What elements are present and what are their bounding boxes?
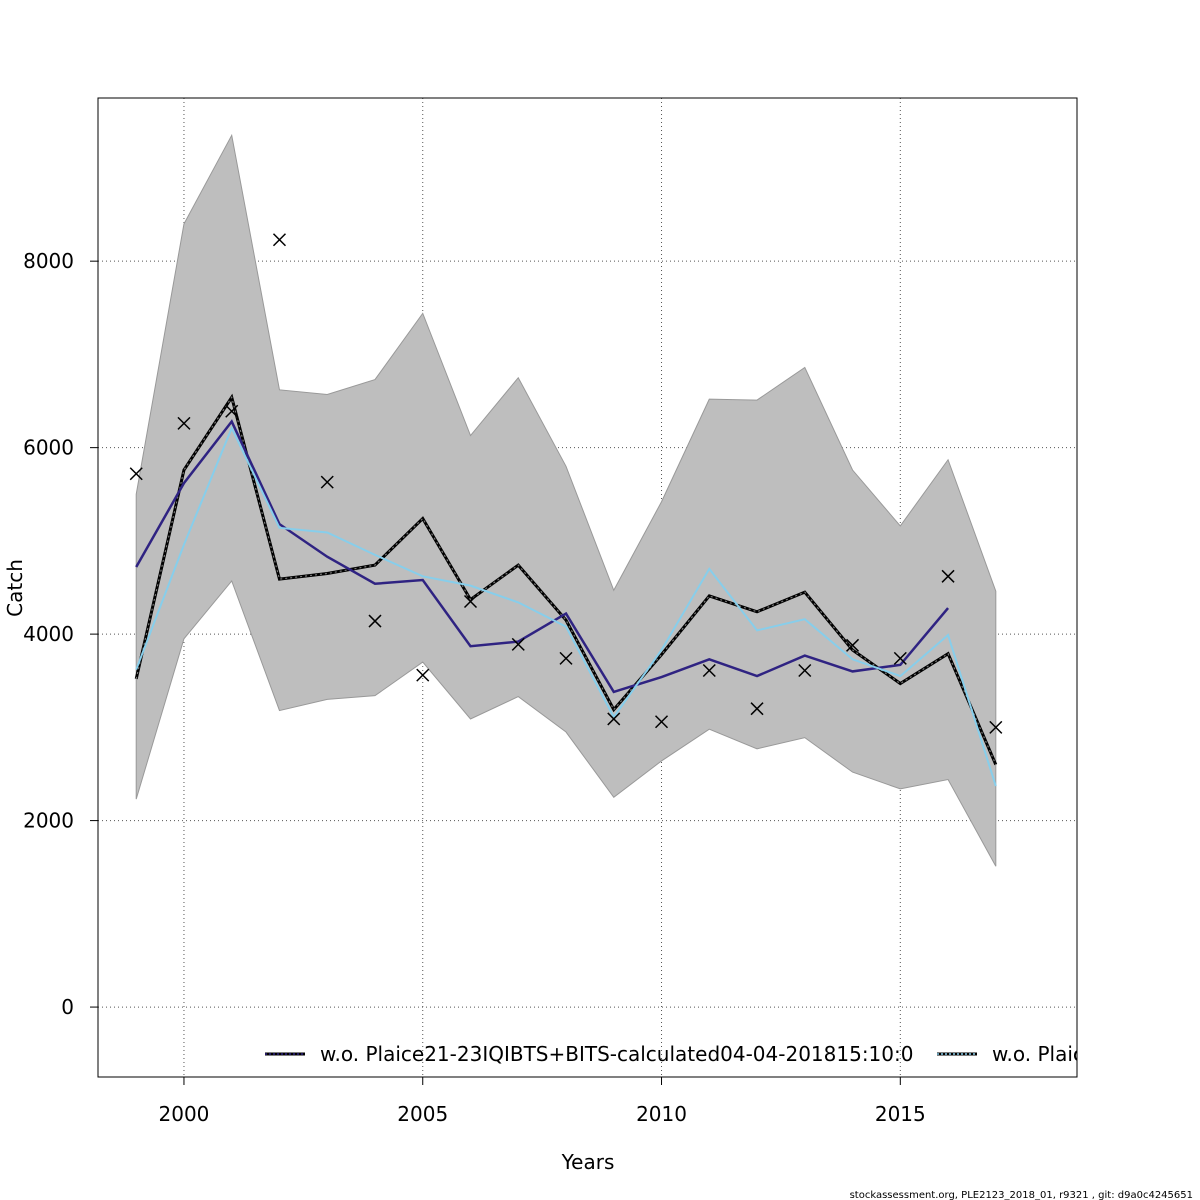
legend-label-b: w.o. Plaic [992,1042,1084,1066]
confidence-band [135,133,997,867]
observed-point-stroke-b [893,651,907,665]
y-axis-title: Catch [3,559,27,617]
observed-point-2012 [750,702,764,716]
y-tick-label-6000: 6000 [23,436,74,460]
axes: 2000 2005 2010 2015 0 2000 4000 6000 8000 [23,249,926,1126]
observed-point-2004 [368,614,382,628]
legend-item-a: w.o. Plaice21-23IQIBTS+BITS-calculated04… [265,1042,913,1066]
observed-point-stroke-b [750,702,764,716]
footer-credit: stockassessment.org, PLE2123_2018_01, r9… [850,1190,1193,1200]
x-tick-label-2010: 2010 [636,1102,687,1126]
legend-item-b: w.o. Plaic [937,1042,1084,1066]
observed-point-2001 [225,404,239,418]
y-tick-label-4000: 4000 [23,622,74,646]
estimate-line-dots [135,395,997,765]
observed-point-stroke-b [416,668,430,682]
observed-point-stroke-b [225,404,239,418]
observed-point-2013 [798,663,812,678]
plot-frame [97,97,1078,1078]
x-tick-label-2005: 2005 [397,1102,448,1126]
observed-point-2000 [177,416,191,430]
observed-point-2010 [654,715,669,729]
confidence-band-layer [135,133,997,867]
x-tick-label-2000: 2000 [159,1102,210,1126]
observed-point-2017 [989,720,1003,734]
observed-point-2008 [559,651,573,665]
observed-points-layer [129,233,1003,734]
y-tick-label-8000: 8000 [23,249,74,273]
observed-point-stroke-b [607,712,621,726]
y-tick-label-2000: 2000 [23,809,74,833]
legend-label-a: w.o. Plaice21-23IQIBTS+BITS-calculated04… [320,1042,913,1066]
observed-point-stroke-b [129,467,143,481]
y-tick-label-0: 0 [61,995,74,1019]
observed-point-2015 [893,651,907,665]
observed-point-stroke-b [941,569,955,583]
observed-point-stroke-b [177,416,191,430]
observed-point-stroke-b [368,614,382,628]
observed-point-2003 [320,475,334,489]
observed-point-2005 [416,668,430,682]
series-line-a [135,419,950,694]
observed-point-2006 [463,594,478,609]
observed-point-1999 [129,467,143,481]
series-lines-layer [134,393,998,787]
legend: w.o. Plaice21-23IQIBTS+BITS-calculated04… [265,1042,1084,1066]
observed-point-stroke-b [654,715,669,729]
observed-point-stroke-b [320,475,334,489]
observed-point-2016 [941,569,955,583]
observed-point-stroke-b [989,720,1003,734]
observed-point-2011 [702,663,716,678]
observed-point-stroke-b [702,663,716,678]
observed-point-stroke-b [463,594,478,609]
observed-point-stroke-b [559,651,573,665]
series-line-b [135,425,997,787]
observed-point-2014 [846,638,860,652]
observed-point-2007 [511,637,525,651]
observed-point-2009 [607,712,621,726]
observed-point-stroke-b [798,663,812,678]
observed-point-stroke-b [511,637,525,651]
observed-point-stroke-b [272,233,287,247]
observed-point-stroke-b [846,638,860,652]
observed-point-2002 [272,233,287,247]
x-tick-label-2015: 2015 [875,1102,926,1126]
x-axis-title: Years [561,1150,615,1174]
